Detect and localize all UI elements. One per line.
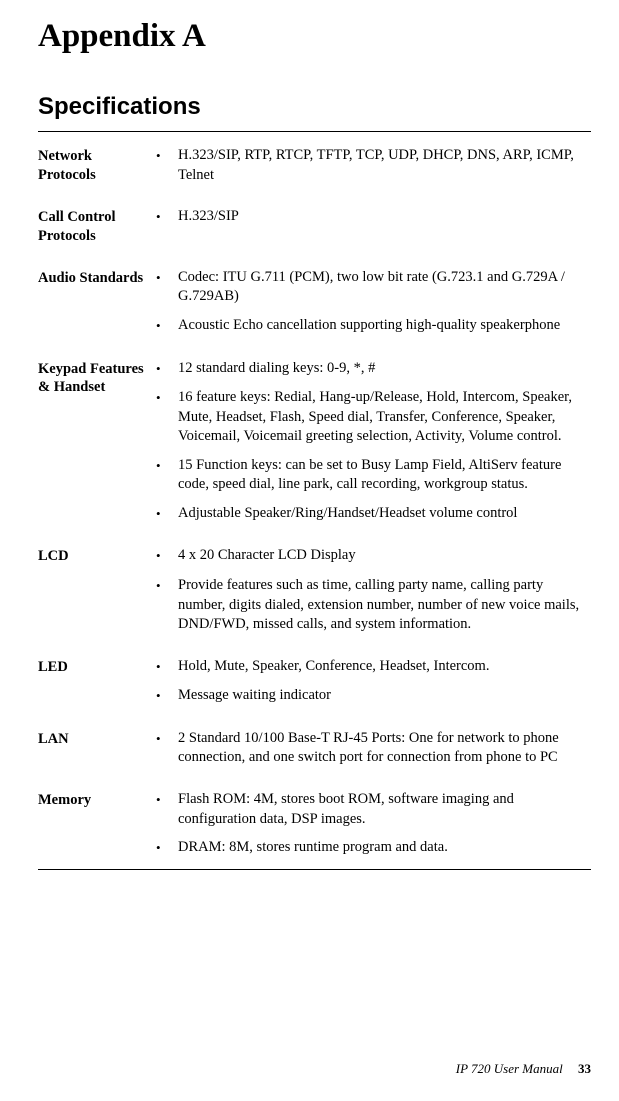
bullet-icon [156,546,178,567]
spec-item: Message waiting indicator [156,686,591,707]
spec-items: 2 Standard 10/100 Base-T RJ-45 Ports: On… [156,729,591,768]
spec-item-text: 2 Standard 10/100 Base-T RJ-45 Ports: On… [178,729,591,768]
spec-item: 15 Function keys: can be set to Busy Lam… [156,456,591,495]
spec-row: Network Protocols H.323/SIP, RTP, RTCP, T… [38,146,591,185]
divider-bottom [38,869,591,870]
bullet-icon [156,790,178,829]
spec-label: Call Control Protocols [38,207,156,246]
spec-item-text: Flash ROM: 4M, stores boot ROM, software… [178,790,591,829]
bullet-icon [156,686,178,707]
spec-label: Memory [38,790,156,859]
spec-item: 12 standard dialing keys: 0-9, *, # [156,359,591,380]
bullet-icon [156,576,178,635]
spec-item: Provide features such as time, calling p… [156,576,591,635]
page-footer: IP 720 User Manual 33 [456,1061,591,1077]
spec-label: Network Protocols [38,146,156,185]
spec-item-text: H.323/SIP [178,207,591,228]
spec-items: H.323/SIP [156,207,591,246]
spec-item: H.323/SIP [156,207,591,228]
bullet-icon [156,729,178,768]
bullet-icon [156,268,178,307]
section-title: Specifications [38,93,591,121]
spec-label: LAN [38,729,156,768]
spec-item-text: Provide features such as time, calling p… [178,576,591,635]
spec-item-text: 16 feature keys: Redial, Hang-up/Release… [178,388,591,447]
spec-item-text: Message waiting indicator [178,686,591,707]
bullet-icon [156,504,178,525]
spec-row: LAN 2 Standard 10/100 Base-T RJ-45 Ports:… [38,729,591,768]
spec-item: Hold, Mute, Speaker, Conference, Headset… [156,657,591,678]
spec-item-text: 12 standard dialing keys: 0-9, *, # [178,359,591,380]
spec-items: 4 x 20 Character LCD Display Provide feat… [156,546,591,634]
spec-item: Adjustable Speaker/Ring/Handset/Headset … [156,504,591,525]
bullet-icon [156,388,178,447]
bullet-icon [156,146,178,185]
spec-items: Flash ROM: 4M, stores boot ROM, software… [156,790,591,859]
bullet-icon [156,456,178,495]
spec-label: LCD [38,546,156,634]
spec-item: DRAM: 8M, stores runtime program and dat… [156,838,591,859]
spec-label: Audio Standards [38,268,156,337]
spec-items: Codec: ITU G.711 (PCM), two low bit rate… [156,268,591,337]
spec-items: H.323/SIP, RTP, RTCP, TFTP, TCP, UDP, DH… [156,146,591,185]
spec-label: LED [38,657,156,707]
spec-row: Call Control Protocols H.323/SIP [38,207,591,246]
spec-label: Keypad Features & Handset [38,359,156,525]
spec-item-text: Hold, Mute, Speaker, Conference, Headset… [178,657,591,678]
spec-row: LED Hold, Mute, Speaker, Conference, Head… [38,657,591,707]
spec-item: 2 Standard 10/100 Base-T RJ-45 Ports: On… [156,729,591,768]
footer-manual-name: IP 720 User Manual [456,1061,563,1076]
spec-item-text: H.323/SIP, RTP, RTCP, TFTP, TCP, UDP, DH… [178,146,591,185]
spec-item-text: Adjustable Speaker/Ring/Handset/Headset … [178,504,591,525]
spec-row: Memory Flash ROM: 4M, stores boot ROM, so… [38,790,591,859]
footer-page-number: 33 [578,1061,591,1076]
spec-item: Flash ROM: 4M, stores boot ROM, software… [156,790,591,829]
spec-items: Hold, Mute, Speaker, Conference, Headset… [156,657,591,707]
bullet-icon [156,207,178,228]
spec-row: Keypad Features & Handset12 standard dia… [38,359,591,525]
spec-item: Acoustic Echo cancellation supporting hi… [156,316,591,337]
spec-item-text: DRAM: 8M, stores runtime program and dat… [178,838,591,859]
spec-table: Network Protocols H.323/SIP, RTP, RTCP, T… [38,146,591,859]
spec-item-text: 4 x 20 Character LCD Display [178,546,591,567]
bullet-icon [156,316,178,337]
spec-item: Codec: ITU G.711 (PCM), two low bit rate… [156,268,591,307]
spec-item: 16 feature keys: Redial, Hang-up/Release… [156,388,591,447]
spec-row: Audio Standards Codec: ITU G.711 (PCM), t… [38,268,591,337]
spec-item: H.323/SIP, RTP, RTCP, TFTP, TCP, UDP, DH… [156,146,591,185]
bullet-icon [156,359,178,380]
spec-item-text: Codec: ITU G.711 (PCM), two low bit rate… [178,268,591,307]
bullet-icon [156,657,178,678]
spec-item: 4 x 20 Character LCD Display [156,546,591,567]
bullet-icon [156,838,178,859]
spec-items: 12 standard dialing keys: 0-9, *, # 16 fe… [156,359,591,525]
spec-row: LCD 4 x 20 Character LCD Display Provide f… [38,546,591,634]
spec-item-text: 15 Function keys: can be set to Busy Lam… [178,456,591,495]
appendix-title: Appendix A [38,18,591,55]
divider-top [38,131,591,132]
spec-item-text: Acoustic Echo cancellation supporting hi… [178,316,591,337]
